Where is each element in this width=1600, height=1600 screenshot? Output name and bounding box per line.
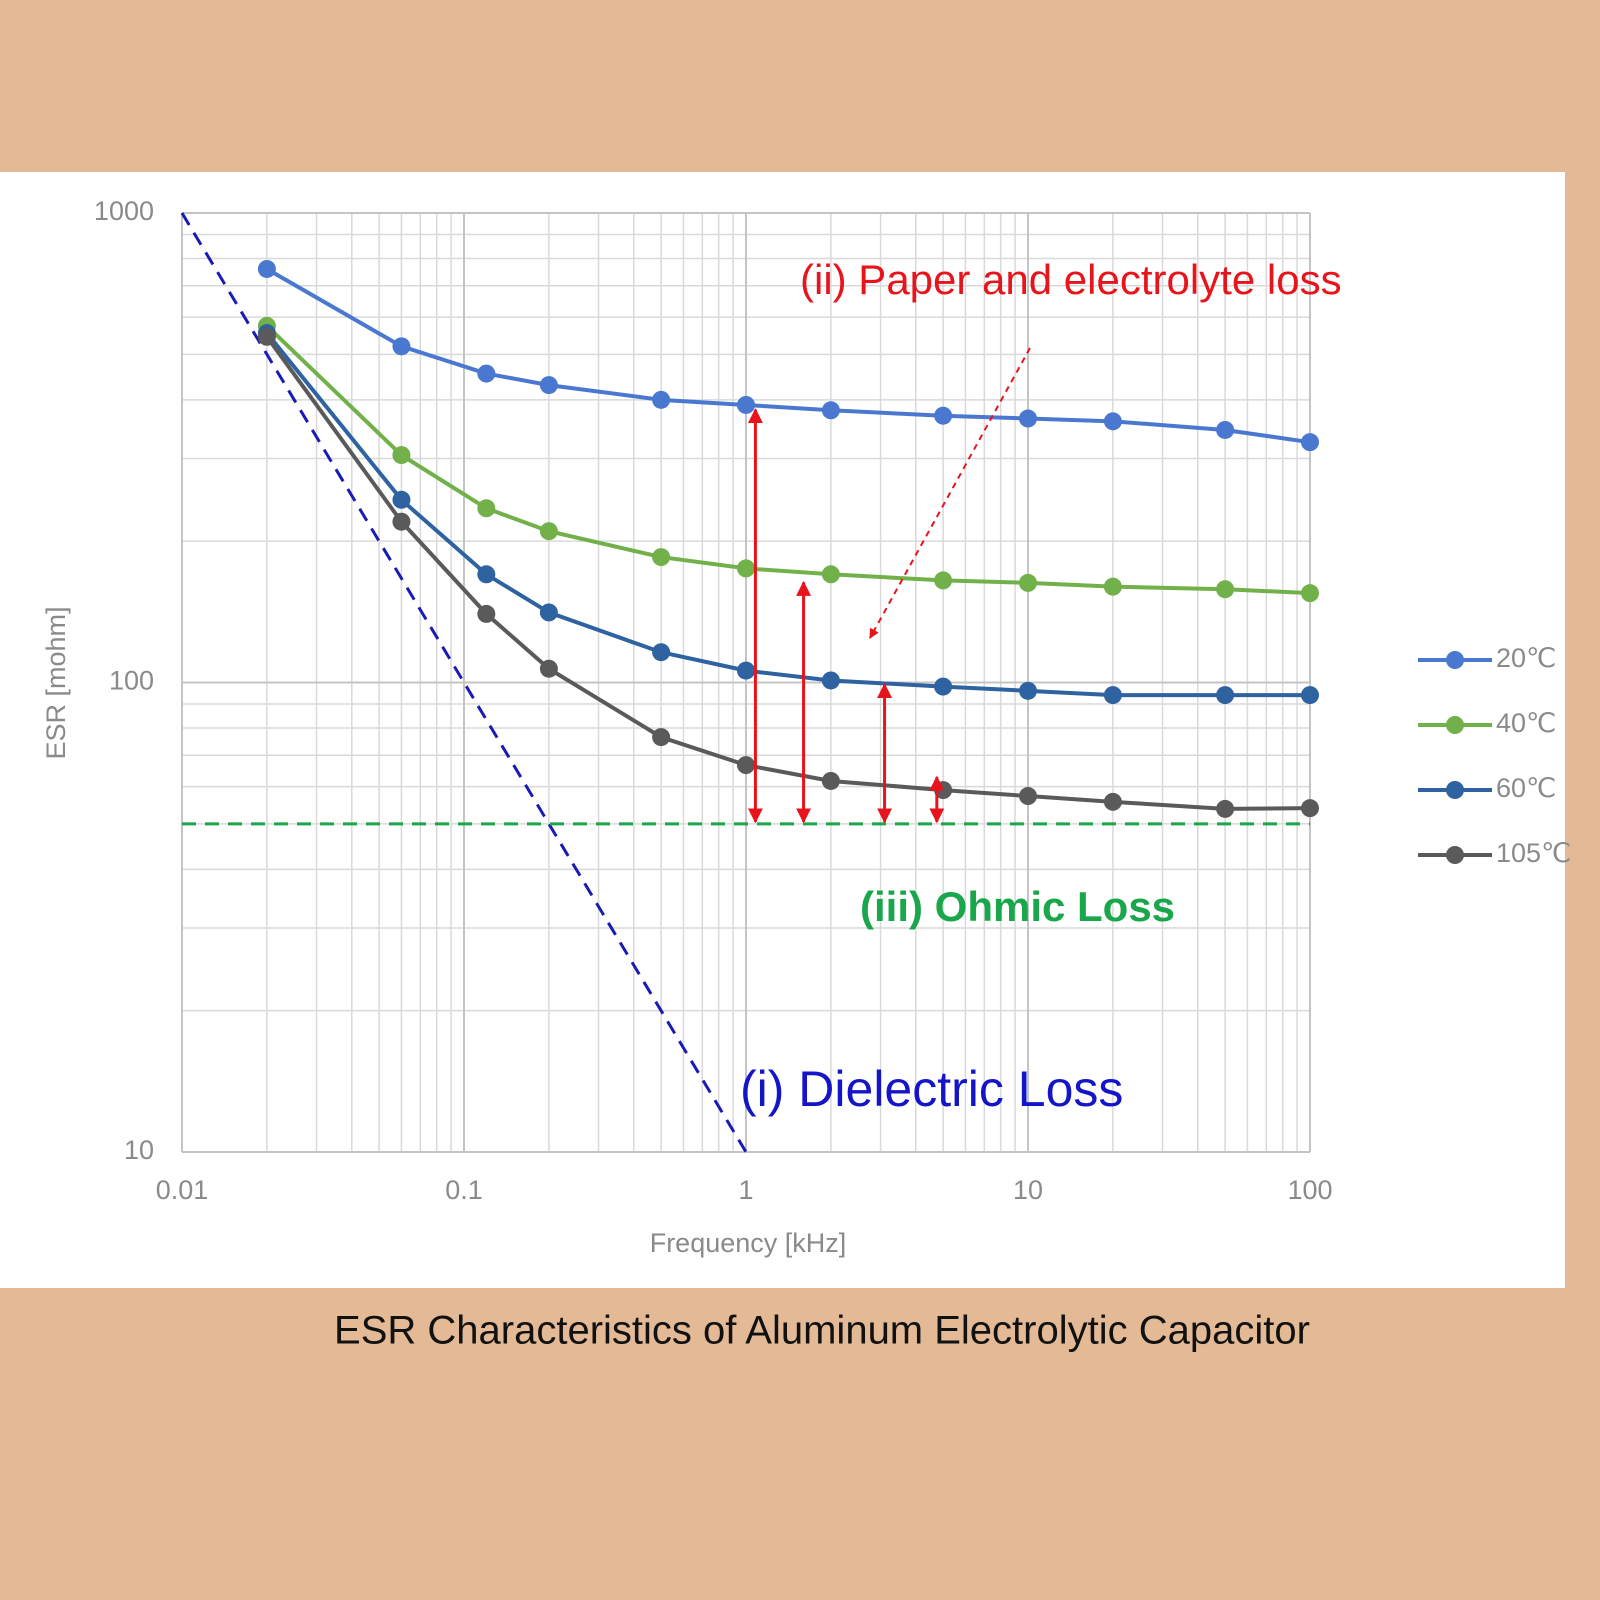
data-point: [539, 522, 558, 541]
y-tick-label: 10: [124, 1135, 154, 1165]
x-tick-label: 10: [1013, 1175, 1043, 1205]
data-point: [652, 548, 671, 567]
data-point: [477, 364, 496, 383]
data-point: [1019, 681, 1037, 700]
legend-label: 105℃: [1496, 838, 1571, 868]
data-point: [1103, 577, 1122, 596]
legend-marker: [1446, 781, 1464, 799]
pointer-arrow: [869, 347, 1031, 639]
data-point: [392, 446, 411, 465]
data-point: [1216, 580, 1235, 599]
series-line: [265, 324, 1311, 596]
data-point: [1103, 792, 1122, 811]
data-point: [1103, 686, 1122, 705]
data-point: [652, 728, 671, 747]
x-tick-label: 100: [1287, 1175, 1332, 1205]
data-point: [392, 337, 411, 356]
data-point: [737, 559, 755, 578]
annotation: (iii) Ohmic Loss: [860, 883, 1175, 930]
data-point: [477, 604, 496, 623]
y-tick-label: 1000: [94, 196, 154, 226]
data-point: [737, 756, 755, 775]
data-point: [539, 376, 558, 395]
data-point: [934, 571, 953, 590]
data-point: [1019, 787, 1037, 806]
annotation: (ii) Paper and electrolyte loss: [800, 256, 1342, 303]
data-point: [821, 565, 840, 584]
x-tick-label: 0.01: [156, 1175, 209, 1205]
y-axis-title: ESR [mohm]: [41, 606, 71, 759]
data-point: [257, 327, 276, 346]
y-tick-label: 100: [109, 666, 154, 696]
data-point: [821, 401, 840, 420]
data-point: [539, 603, 558, 622]
data-point: [1301, 799, 1319, 818]
data-point: [821, 771, 840, 790]
data-point: [392, 512, 411, 531]
data-point: [737, 661, 755, 680]
data-point: [1301, 584, 1319, 603]
data-point: [392, 490, 411, 509]
x-tick-label: 0.1: [445, 1175, 483, 1205]
legend-marker: [1446, 651, 1464, 669]
data-point: [1019, 573, 1037, 592]
legend-label: 40℃: [1496, 708, 1556, 738]
data-point: [1216, 420, 1235, 439]
legend-marker: [1446, 846, 1464, 864]
data-point: [821, 671, 840, 690]
series-line: [265, 267, 1311, 445]
data-point: [934, 406, 953, 425]
grid: [181, 212, 1311, 1153]
x-tick-label: 1: [738, 1175, 753, 1205]
legend-label: 20℃: [1496, 643, 1556, 673]
data-point: [934, 677, 953, 696]
data-point: [257, 259, 276, 278]
data-point: [652, 643, 671, 662]
data-point: [1301, 433, 1319, 452]
data-point: [737, 395, 755, 414]
data-point: [1103, 412, 1122, 431]
series-line: [265, 335, 1311, 811]
data-point: [1301, 686, 1319, 705]
legend-marker: [1446, 716, 1464, 734]
series-line: [265, 331, 1310, 698]
data-point: [477, 565, 496, 584]
legend-label: 60℃: [1496, 773, 1556, 803]
plot: [180, 212, 1319, 1153]
data-point: [652, 390, 671, 409]
annotation: (i) Dielectric Loss: [740, 1061, 1123, 1117]
data-point: [477, 499, 496, 518]
data-point: [539, 659, 558, 678]
chart-panel: [0, 172, 1565, 1288]
x-axis-title: Frequency [kHz]: [650, 1228, 847, 1258]
data-point: [1019, 409, 1037, 428]
chart-caption: ESR Characteristics of Aluminum Electrol…: [334, 1309, 1310, 1353]
data-point: [1216, 686, 1235, 705]
data-point: [1216, 799, 1235, 818]
